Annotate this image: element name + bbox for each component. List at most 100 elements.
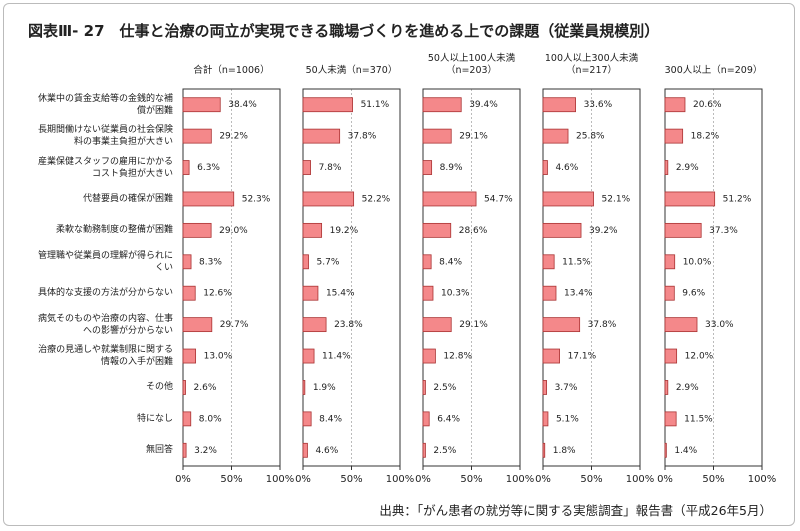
value-label: 29.0% xyxy=(219,226,248,236)
value-label: 17.1% xyxy=(568,352,597,362)
panel-header: 50人未満（n=370） xyxy=(305,65,398,76)
x-tick-label: 50% xyxy=(340,474,362,485)
bar xyxy=(302,222,323,238)
value-label: 28.6% xyxy=(459,226,488,236)
value-label: 10.3% xyxy=(441,289,470,299)
bar xyxy=(664,254,676,270)
value-label: 4.6% xyxy=(315,446,338,456)
value-label: 23.8% xyxy=(334,320,363,330)
bar xyxy=(664,285,675,301)
bar xyxy=(182,411,192,427)
value-label: 54.7% xyxy=(484,194,513,204)
value-label: 2.9% xyxy=(676,163,699,173)
value-label: 13.0% xyxy=(204,352,233,362)
bar xyxy=(182,97,221,113)
bar xyxy=(182,254,192,270)
category-label: 代替要員の確保が困難 xyxy=(82,193,173,204)
category-label: 管理職や従業員の理解が得られに くい xyxy=(37,250,173,273)
category-label: 休業中の賃金支給等の金銭的な補 償が困難 xyxy=(37,93,173,116)
bar xyxy=(302,97,353,113)
value-label: 7.8% xyxy=(319,163,342,173)
x-tick-label: 50% xyxy=(220,474,242,485)
bar xyxy=(664,317,698,333)
category-label: 柔軟な勤務制度の整備が困難 xyxy=(55,225,173,236)
x-tick-label: 100% xyxy=(748,474,777,485)
bar xyxy=(422,191,477,207)
bar xyxy=(302,348,315,364)
value-label: 29.1% xyxy=(459,320,488,330)
x-tick-label: 50% xyxy=(460,474,482,485)
bar xyxy=(422,128,452,144)
value-label: 51.1% xyxy=(361,100,390,110)
value-label: 37.3% xyxy=(709,226,738,236)
panel-header: 100人以上300人未満 （n=217） xyxy=(544,53,639,76)
bar xyxy=(422,285,434,301)
value-label: 8.9% xyxy=(440,163,463,173)
value-label: 12.0% xyxy=(685,352,714,362)
value-label: 1.9% xyxy=(313,383,336,393)
value-label: 52.2% xyxy=(362,194,391,204)
bar xyxy=(542,160,548,175)
frame xyxy=(3,3,795,526)
value-label: 1.4% xyxy=(674,446,697,456)
value-label: 5.1% xyxy=(556,414,579,424)
bar xyxy=(542,128,569,144)
category-label: 長期間働けない従業員の社会保険 料の事業主負担が大きい xyxy=(37,125,173,148)
bar xyxy=(302,128,341,144)
panel-header: 50人以上100人未満 （n=203） xyxy=(427,53,516,76)
bar xyxy=(182,160,190,175)
value-label: 13.4% xyxy=(564,289,593,299)
bar xyxy=(182,317,213,333)
value-label: 6.3% xyxy=(197,163,220,173)
value-label: 11.5% xyxy=(562,257,591,267)
bar xyxy=(182,348,197,364)
category-label: 産業保健スタッフの雇用にかかる コスト負担が大きい xyxy=(37,156,173,179)
value-label: 19.2% xyxy=(330,226,359,236)
value-label: 2.9% xyxy=(676,383,699,393)
bar xyxy=(542,348,560,364)
x-tick-label: 0% xyxy=(535,474,551,485)
value-label: 29.7% xyxy=(220,320,249,330)
value-label: 33.6% xyxy=(584,100,613,110)
bar xyxy=(664,411,677,427)
bar xyxy=(664,97,686,113)
value-label: 8.0% xyxy=(199,414,222,424)
x-tick-label: 100% xyxy=(626,474,655,485)
value-label: 11.4% xyxy=(322,352,351,362)
value-label: 37.8% xyxy=(348,132,377,142)
value-label: 33.0% xyxy=(705,320,734,330)
value-label: 9.6% xyxy=(682,289,705,299)
x-tick-label: 50% xyxy=(580,474,602,485)
bar xyxy=(542,317,581,333)
bar xyxy=(302,254,309,270)
bar xyxy=(664,380,669,395)
category-label: 具体的な支援の方法が分からない xyxy=(37,288,173,299)
value-label: 11.5% xyxy=(684,414,713,424)
bar xyxy=(664,442,667,458)
bar xyxy=(422,380,426,395)
value-label: 51.2% xyxy=(723,194,752,204)
bar xyxy=(302,380,306,395)
x-tick-label: 100% xyxy=(386,474,415,485)
source-note: 出典：「がん患者の就労等に関する実態調査」報告書（平成26年5月） xyxy=(379,503,772,518)
bar xyxy=(664,222,702,238)
bar xyxy=(422,254,432,270)
value-label: 8.4% xyxy=(319,414,342,424)
category-label: 治療の見通しや就業制限に関する 情報の入手が困難 xyxy=(38,345,173,368)
value-label: 12.6% xyxy=(203,289,232,299)
chart-title: 図表Ⅲ- 27 仕事と治療の両立が実現できる職場づくりを進める上での課題（従業員… xyxy=(28,22,660,40)
value-label: 2.5% xyxy=(433,383,456,393)
category-label: 特になし xyxy=(136,413,173,424)
value-label: 5.7% xyxy=(317,257,340,267)
value-label: 37.8% xyxy=(588,320,617,330)
bar xyxy=(182,285,196,301)
bar xyxy=(542,285,557,301)
bar xyxy=(302,411,312,427)
bar xyxy=(422,442,426,458)
bar xyxy=(542,411,549,427)
bar xyxy=(182,222,212,238)
x-tick-label: 0% xyxy=(415,474,431,485)
value-label: 12.8% xyxy=(443,352,472,362)
